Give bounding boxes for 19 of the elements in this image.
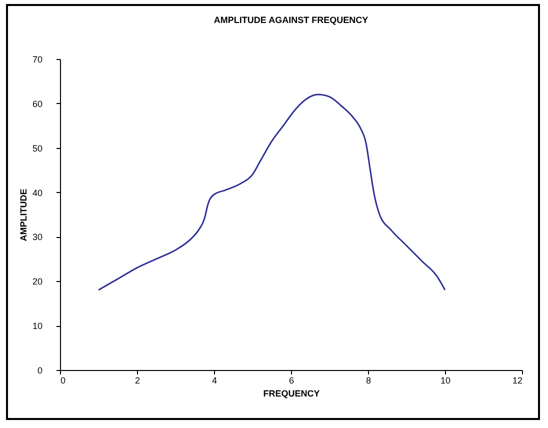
chart-title: AMPLITUDE AGAINST FREQUENCY xyxy=(214,15,368,25)
y-tick-label: 10 xyxy=(32,321,42,332)
y-tick-label: 30 xyxy=(32,232,42,242)
y-tick-label: 0 xyxy=(37,366,42,376)
x-tick-label: 8 xyxy=(366,376,372,386)
y-tick-label: 50 xyxy=(32,143,42,154)
x-tick-label: 12 xyxy=(512,376,522,386)
x-tick-label: 6 xyxy=(288,376,294,386)
y-tick-label: 40 xyxy=(32,188,42,198)
y-tick-label: 20 xyxy=(32,276,42,287)
y-axis-title: AMPLITUDE xyxy=(18,188,28,242)
x-tick-label: 4 xyxy=(212,376,218,386)
line-series xyxy=(98,94,446,291)
y-tick-label: 70 xyxy=(32,54,42,64)
y-tick-label: 60 xyxy=(32,98,42,109)
x-tick-label: 10 xyxy=(440,376,451,386)
x-axis-title: FREQUENCY xyxy=(263,388,320,398)
x-tick-label: 0 xyxy=(60,376,66,386)
x-tick-label: 2 xyxy=(134,376,140,386)
